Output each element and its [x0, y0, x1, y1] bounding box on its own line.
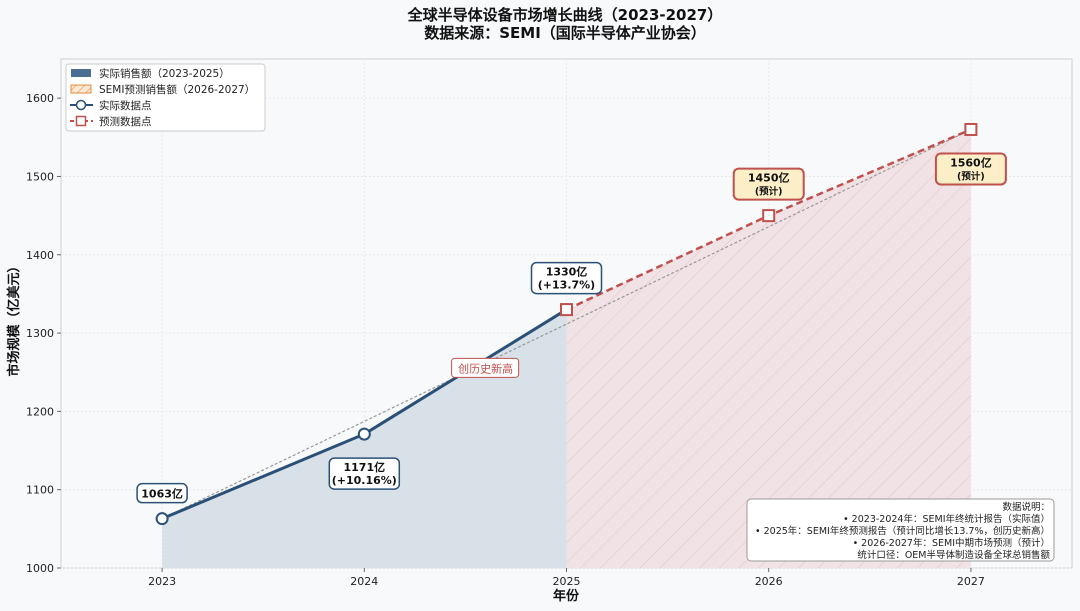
y-axis-ticks: 1000 1100 1200 1300 1400 1500 1600: [26, 92, 61, 575]
x-tick-label: 2026: [755, 575, 783, 588]
data-points: [155, 122, 978, 526]
legend-marker-actual: [75, 99, 87, 111]
legend-marker-forecast: [75, 115, 87, 127]
chart-title: 全球半导体设备市场增长曲线（2023-2027）: [407, 6, 723, 24]
y-tick-label: 1100: [26, 484, 54, 497]
forecast-area: [566, 129, 971, 568]
notes-line-4: 统计口径：OEM半导体制造设备全球总销售额: [857, 549, 1050, 561]
y-tick-label: 1600: [26, 92, 54, 105]
y-tick-label: 1000: [26, 562, 54, 575]
actual-point-2024: [357, 427, 371, 441]
label-change-2026: (预计): [755, 186, 783, 198]
notes-title: 数据说明：: [1002, 501, 1050, 513]
legend-label-forecast-area: SEMI预测销售额（2026-2027）: [99, 83, 255, 96]
data-labels: 1063亿1171亿(+10.16%)1330亿(+13.7%)1450亿(预计…: [136, 152, 1007, 504]
label-change-2025: (+13.7%): [538, 279, 595, 292]
notes-line-2: • 2025年：SEMI年终预测报告（预计同比增长13.7%，创历史新高）: [755, 525, 1050, 537]
notes-box: 数据说明： • 2023-2024年：SEMI年终统计报告（实际值） • 202…: [746, 498, 1055, 562]
y-tick-label: 1400: [26, 249, 54, 262]
y-tick-label: 1200: [26, 405, 54, 418]
label-box-2025: [530, 261, 603, 295]
trend-line: [161, 128, 972, 520]
legend-label-actual-points: 实际数据点: [99, 99, 152, 112]
label-box-2023: [136, 482, 188, 504]
label-value-2024: 1171亿: [343, 460, 385, 474]
label-value-2023: 1063亿: [141, 487, 183, 501]
legend-swatch-actual: [71, 69, 91, 77]
notes-line-3: • 2026-2027年：SEMI中期市场预测（预计）: [853, 537, 1050, 549]
x-tick-label: 2024: [350, 575, 378, 588]
legend-swatch-forecast: [70, 84, 92, 94]
x-tick-label: 2025: [553, 575, 581, 588]
legend: 实际销售额（2023-2025） SEMI预测销售额（2026-2027） 实际…: [65, 63, 266, 132]
chart-subtitle: 数据来源：SEMI（国际半导体产业协会）: [424, 24, 706, 42]
y-tick-label: 1500: [26, 170, 54, 183]
x-axis-label: 年份: [553, 588, 580, 604]
annotation-text: 创历史新高: [458, 361, 513, 375]
notes-frame: [746, 498, 1055, 562]
x-tick-label: 2023: [148, 575, 176, 588]
y-tick-label: 1300: [26, 327, 54, 340]
record-high-annotation: 创历史新高: [451, 357, 520, 378]
annotation-box: [451, 357, 520, 378]
label-box-2027: [934, 152, 1007, 186]
label-change-2027: (预计): [957, 170, 985, 182]
label-value-2027: 1560亿: [950, 155, 992, 169]
legend-label-forecast-points: 预测数据点: [99, 115, 152, 128]
label-box-2024: [328, 457, 401, 490]
actual-point-2023: [155, 512, 169, 526]
trend-line-path: [161, 128, 972, 520]
label-change-2024: (+10.16%): [332, 474, 397, 487]
label-value-2025: 1330亿: [546, 265, 588, 279]
forecast-point-2027: [964, 122, 978, 136]
forecast-point-2025: [560, 303, 573, 317]
y-axis-label: 市场规模（亿美元）: [6, 259, 22, 376]
forecast-point-2026: [762, 209, 776, 223]
x-tick-label: 2027: [957, 575, 985, 588]
label-box-2026: [732, 167, 805, 201]
label-value-2026: 1450亿: [748, 171, 790, 185]
legend-label-actual-area: 实际销售额（2023-2025）: [99, 67, 230, 80]
x-axis-ticks: 2023 2024 2025 2026 2027: [148, 568, 985, 588]
notes-line-1: • 2023-2024年：SEMI年终统计报告（实际值）: [843, 513, 1050, 525]
legend-box: [65, 63, 266, 132]
